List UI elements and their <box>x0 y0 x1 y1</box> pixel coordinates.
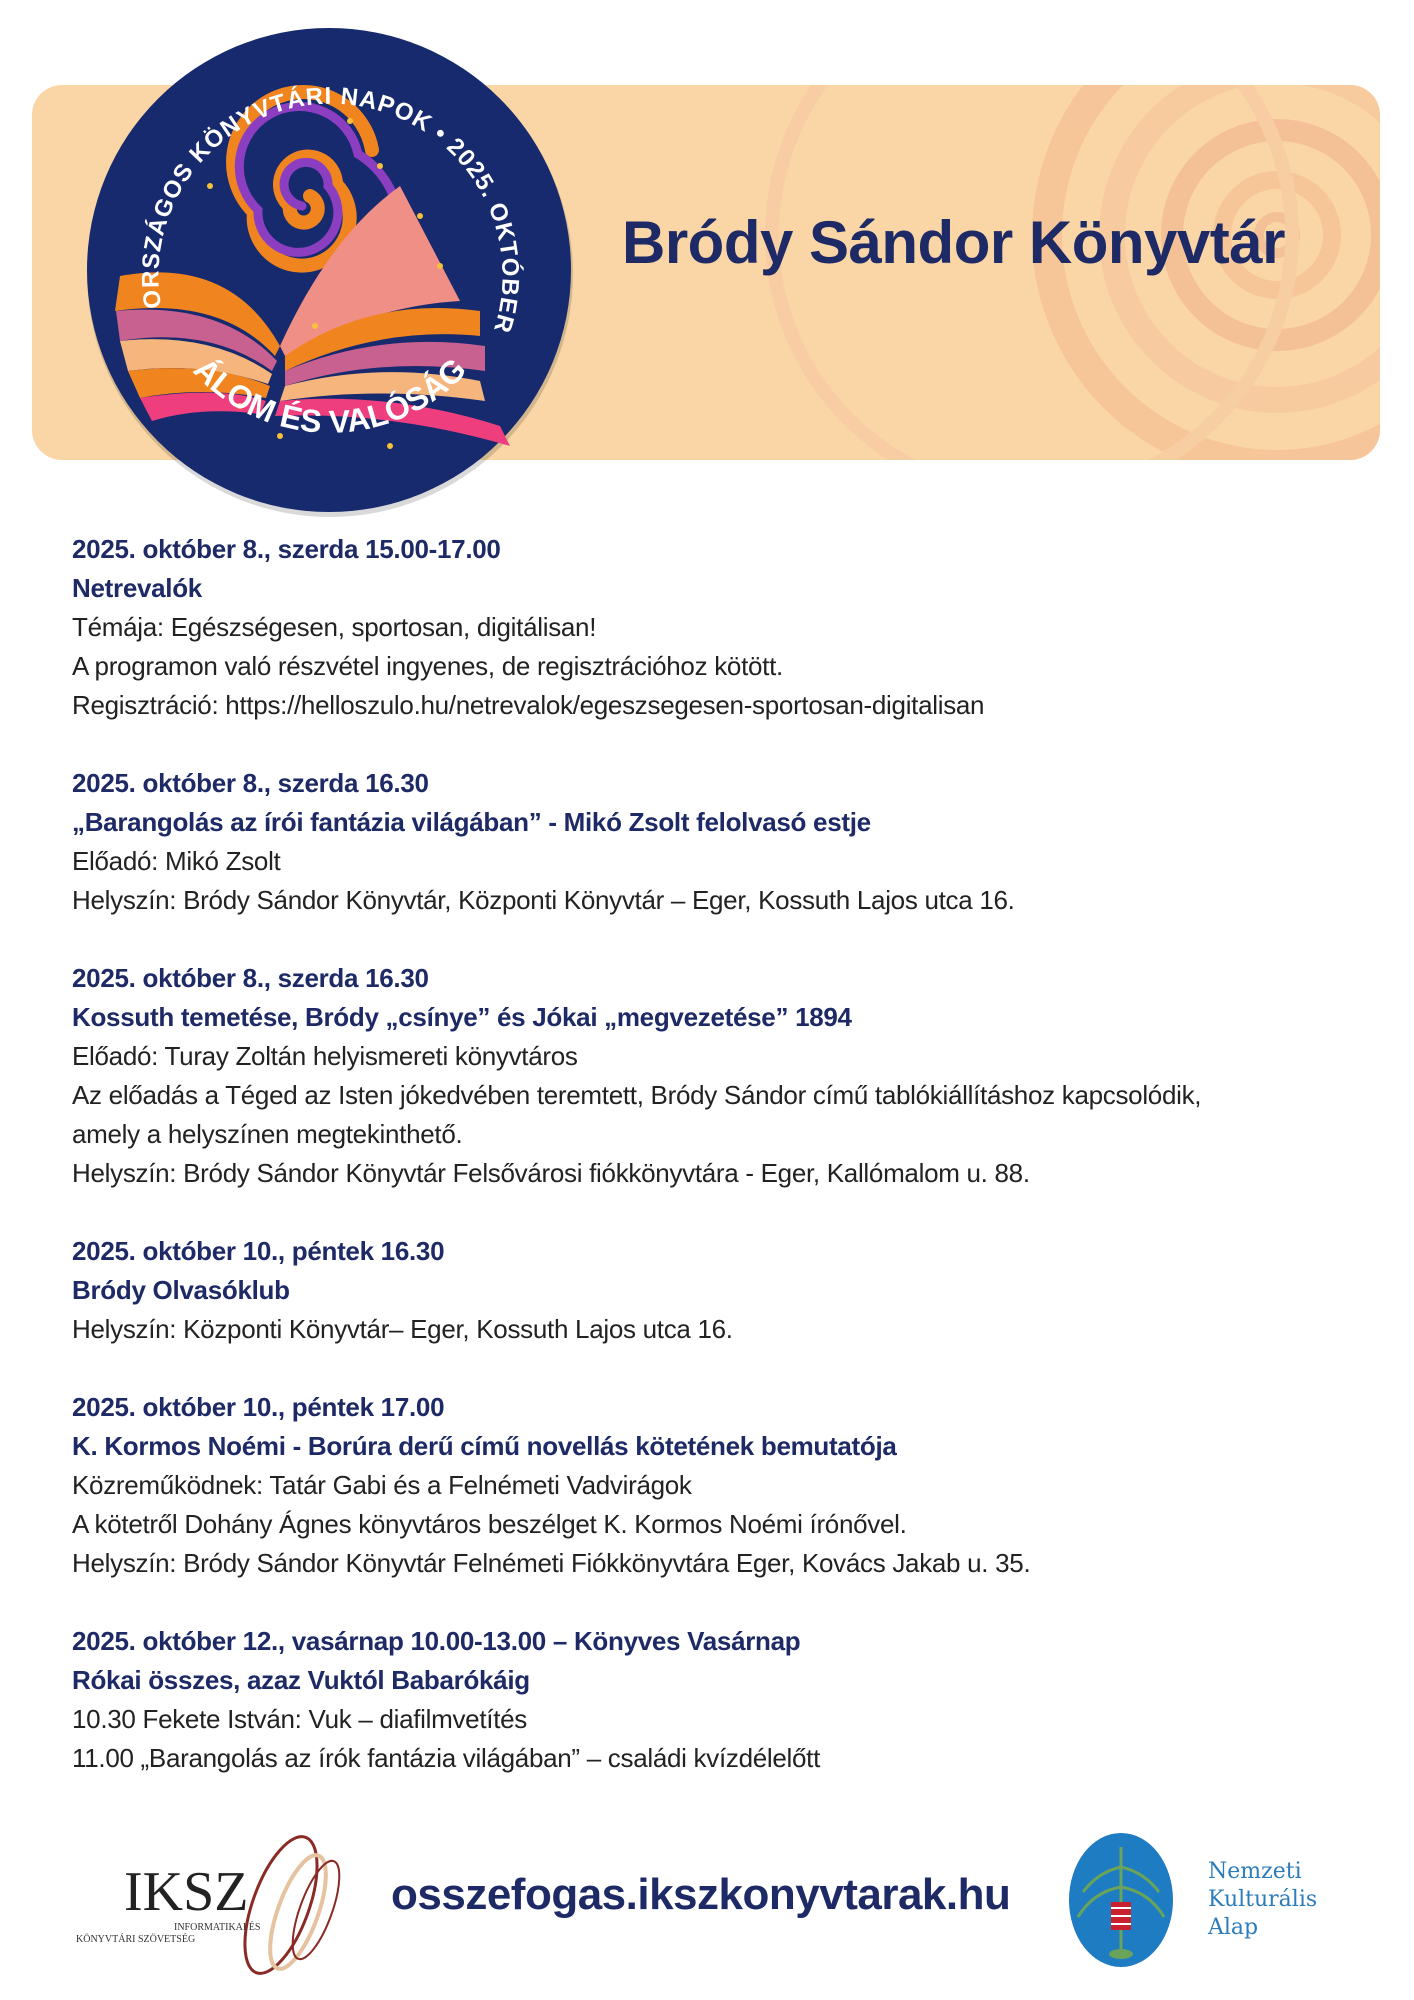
event-detail: A kötetről Dohány Ágnes könyvtáros beszé… <box>72 1509 907 1539</box>
event-item: 2025. október 10., péntek 16.30 Bródy Olv… <box>72 1232 1412 1349</box>
event-detail: 10.30 Fekete István: Vuk – diafilmvetíté… <box>72 1704 527 1734</box>
svg-text:KÖNYVTÁRI SZÖVETSÉG: KÖNYVTÁRI SZÖVETSÉG <box>76 1933 195 1945</box>
event-detail: Helyszín: Bródy Sándor Könyvtár Felsővár… <box>72 1158 1030 1188</box>
event-item: 2025. október 8., szerda 16.30 Kossuth te… <box>72 959 1412 1193</box>
event-detail: Helyszín: Bródy Sándor Könyvtár Felnémet… <box>72 1548 1031 1578</box>
event-detail: Helyszín: Bródy Sándor Könyvtár, Központ… <box>72 885 1015 915</box>
event-detail: Közreműködnek: Tatár Gabi és a Felnémeti… <box>72 1470 692 1500</box>
event-title: Netrevalók <box>72 573 202 603</box>
event-item: 2025. október 8., szerda 16.30 „Barangolá… <box>72 764 1412 920</box>
library-days-badge: ORSZÁGOS KÖNYVTÁRI NAPOK • 2025. OKTÓBER… <box>80 26 573 517</box>
event-item: 2025. október 8., szerda 15.00-17.00 Netr… <box>72 530 1412 725</box>
event-detail: Előadó: Mikó Zsolt <box>72 846 281 876</box>
event-item: 2025. október 10., péntek 17.00 K. Kormos… <box>72 1388 1412 1583</box>
event-title: „Barangolás az írói fantázia világában” … <box>72 807 871 837</box>
event-title: K. Kormos Noémi - Borúra derű című novel… <box>72 1431 897 1461</box>
event-date: 2025. október 8., szerda 16.30 <box>72 768 429 798</box>
spiral-decoration <box>765 85 1380 460</box>
event-list: 2025. október 8., szerda 15.00-17.00 Netr… <box>72 530 1412 1778</box>
svg-text:IKSZ: IKSZ <box>124 1861 248 1923</box>
event-date: 2025. október 8., szerda 16.30 <box>72 963 429 993</box>
event-title: Rókai összes, azaz Vuktól Babarókáig <box>72 1665 530 1695</box>
open-book-icon <box>115 186 510 446</box>
event-detail: A programon való részvétel ingyenes, de … <box>72 651 783 681</box>
nka-logo-text: Nemzeti Kulturális Alap <box>1208 1859 1318 1940</box>
event-detail: Regisztráció: https://helloszulo.hu/netr… <box>72 690 985 720</box>
event-date: 2025. október 12., vasárnap 10.00-13.00 … <box>72 1626 801 1656</box>
spacer <box>72 1583 1412 1622</box>
event-item: 2025. október 12., vasárnap 10.00-13.00 … <box>72 1622 1412 1778</box>
iksz-logo: IKSZ INFORMATIKAI ÉS KÖNYVTÁRI SZÖVETSÉG <box>76 1835 341 1975</box>
event-detail: 11.00 „Barangolás az írók fantázia világ… <box>72 1743 821 1773</box>
nka-logo-tree-icon <box>1069 1833 1173 1967</box>
svg-text:INFORMATIKAI ÉS: INFORMATIKAI ÉS <box>174 1921 260 1933</box>
spacer <box>72 1349 1412 1388</box>
page-title: Bródy Sándor Könyvtár <box>622 209 1285 276</box>
event-detail: Helyszín: Központi Könyvtár– Eger, Kossu… <box>72 1314 733 1344</box>
event-date: 2025. október 10., péntek 17.00 <box>72 1392 445 1422</box>
event-detail: Témája: Egészségesen, sportosan, digitál… <box>72 612 597 642</box>
website-link[interactable]: osszefogas.ikszkonyvtarak.hu <box>391 1870 1011 1919</box>
event-title: Kossuth temetése, Bródy „csínye” és Jóka… <box>72 1002 852 1032</box>
spacer <box>72 725 1412 764</box>
event-date: 2025. október 10., péntek 16.30 <box>72 1236 445 1266</box>
spacer <box>72 1193 1412 1232</box>
event-detail: amely a helyszínen megtekinthető. <box>72 1119 463 1149</box>
spacer <box>72 920 1412 959</box>
event-detail: Előadó: Turay Zoltán helyismereti könyvt… <box>72 1041 578 1071</box>
event-title: Bródy Olvasóklub <box>72 1275 290 1305</box>
event-detail: Az előadás a Téged az Isten jókedvében t… <box>72 1080 1202 1110</box>
event-date: 2025. október 8., szerda 15.00-17.00 <box>72 534 501 564</box>
stars-icon <box>207 118 443 449</box>
